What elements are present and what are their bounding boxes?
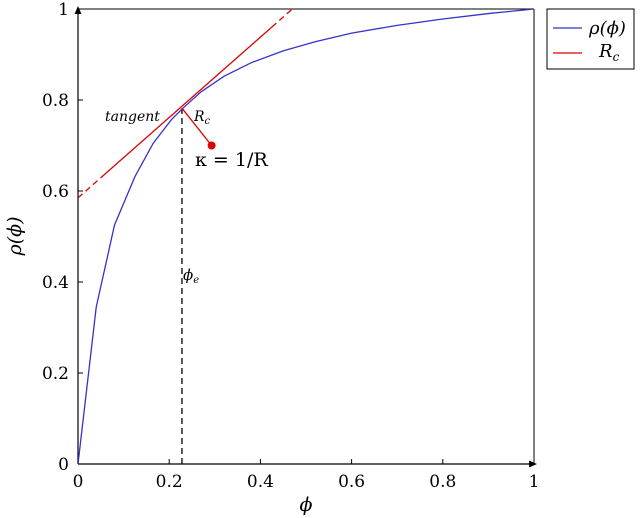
- x-axis-label: ϕ: [300, 494, 313, 516]
- kappa-annotation: κ = 1/R: [195, 149, 268, 171]
- x-tick-label: 0.4: [247, 472, 274, 492]
- y-ticks: 0 0.2 0.4 0.6 0.8 1: [42, 0, 83, 475]
- x-tick-label: 0: [73, 472, 84, 492]
- rc-annotation: Rc: [193, 109, 211, 127]
- legend: ρ(ϕ) Rc: [546, 8, 635, 70]
- x-tick-label: 0.8: [429, 472, 456, 492]
- x-tick-label: 0.2: [156, 472, 183, 492]
- tangent-dashed-right: [271, 9, 293, 28]
- y-tick-label: 1: [58, 0, 69, 20]
- tangent-line: [100, 26, 273, 179]
- rho-curve: [78, 9, 534, 464]
- legend-box: [546, 8, 635, 70]
- x-tick-label: 1: [529, 472, 540, 492]
- y-tick-label: 0.4: [42, 273, 69, 293]
- y-tick-label: 0.8: [42, 91, 69, 111]
- x-axis-arrow: [529, 460, 537, 468]
- y-tick-label: 0.6: [42, 182, 69, 202]
- y-tick-label: 0: [58, 455, 69, 475]
- curvature-center-point: [207, 141, 216, 150]
- tangent-dashed-left: [78, 177, 102, 199]
- x-tick-label: 0.6: [338, 472, 365, 492]
- y-tick-label: 0.2: [42, 364, 69, 384]
- tangent-annotation: tangent: [105, 109, 160, 125]
- legend-label-rc: Rc: [598, 41, 620, 64]
- legend-label-rho: ρ(ϕ): [588, 18, 626, 39]
- y-axis-label: ρ(ϕ): [4, 217, 26, 257]
- x-ticks: 0 0.2 0.4 0.6 0.8 1: [73, 459, 540, 492]
- y-axis-arrow: [74, 6, 82, 14]
- phi-e-annotation: ϕe: [183, 266, 199, 286]
- radius-segment: [181, 107, 213, 146]
